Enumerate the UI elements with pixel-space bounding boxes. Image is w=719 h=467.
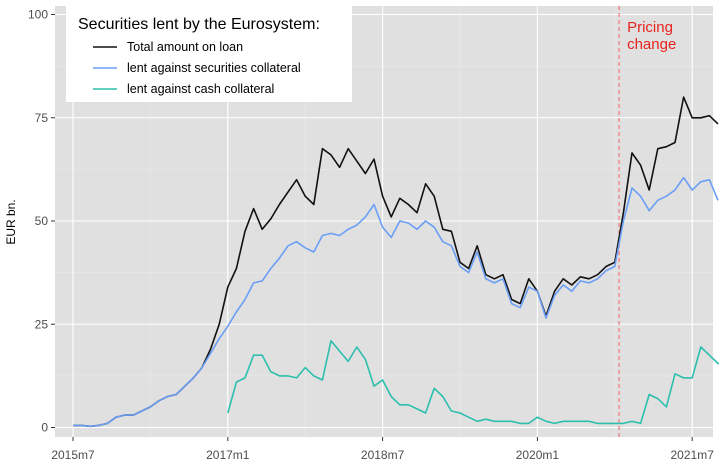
annotation-line-2: change <box>627 36 676 53</box>
y-tick-label: 50 <box>35 214 49 228</box>
x-axis-ticks: 2015m7 2017m1 2018m7 2020m1 2021m7 <box>51 437 714 462</box>
series-line-1 <box>73 176 719 428</box>
x-tick-label: 2020m1 <box>516 448 560 462</box>
series-line-2 <box>227 339 719 425</box>
series-lines <box>73 96 719 428</box>
y-axis-label: EUR bn. <box>4 199 18 244</box>
legend: Securities lent by the Eurosystem: Total… <box>66 6 352 102</box>
legend-label-securities: lent against securities collateral <box>127 61 301 75</box>
y-tick-label: 0 <box>41 421 48 435</box>
y-axis-ticks: 0 25 50 75 100 <box>28 8 55 435</box>
y-tick-label: 25 <box>35 317 49 331</box>
legend-title: Securities lent by the Eurosystem: <box>78 16 320 33</box>
x-tick-label: 2021m7 <box>671 448 715 462</box>
y-tick-label: 75 <box>35 111 49 125</box>
x-tick-label: 2017m1 <box>206 448 250 462</box>
annotation-line-1: Pricing <box>627 19 673 36</box>
legend-label-cash: lent against cash collateral <box>127 82 274 96</box>
y-tick-label: 100 <box>28 8 48 22</box>
legend-label-total: Total amount on loan <box>127 40 243 54</box>
x-tick-label: 2018m7 <box>361 448 405 462</box>
x-tick-label: 2015m7 <box>51 448 95 462</box>
major-gridlines <box>55 6 713 437</box>
legend-box <box>66 6 352 102</box>
